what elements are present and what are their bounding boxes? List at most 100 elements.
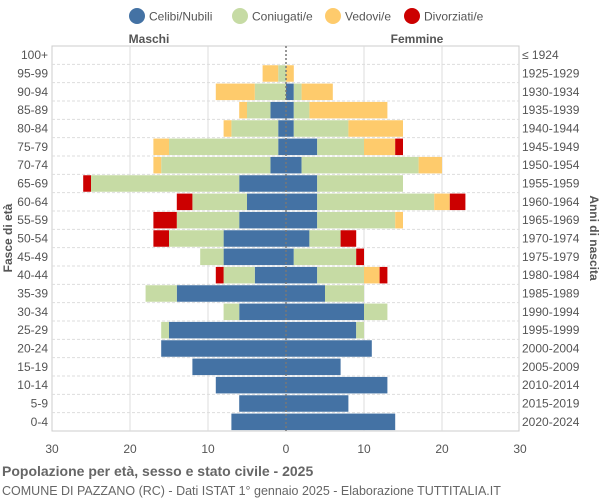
x-tick-label: 30 bbox=[45, 442, 59, 456]
bar-female-celibi-nubili bbox=[286, 340, 372, 357]
bar-female-coniugati-e bbox=[309, 230, 341, 247]
chart-title: Popolazione per età, sesso e stato civil… bbox=[2, 463, 314, 479]
bar-male-coniugati-e bbox=[254, 83, 286, 101]
bar-male-coniugati-e bbox=[278, 65, 286, 82]
bar-male-vedovi-e bbox=[215, 83, 255, 101]
bar-male-coniugati-e bbox=[192, 193, 247, 211]
bar-male-celibi-nubili bbox=[278, 120, 286, 137]
bar-male-vedovi-e bbox=[153, 138, 169, 156]
group-label-males: Maschi bbox=[129, 32, 170, 46]
bar-female-celibi-nubili bbox=[286, 211, 318, 229]
bar-male-celibi-nubili bbox=[278, 138, 286, 156]
bar-female-celibi-nubili bbox=[286, 413, 396, 431]
bar-female-celibi-nubili bbox=[286, 248, 294, 266]
bar-male-celibi-nubili bbox=[239, 395, 286, 412]
bar-male-divorziati-e bbox=[153, 230, 169, 247]
bar-female-celibi-nubili bbox=[286, 83, 294, 101]
bar-male-celibi-nubili bbox=[270, 156, 286, 174]
bar-male-coniugati-e bbox=[169, 138, 279, 156]
bar-male-celibi-nubili bbox=[176, 285, 286, 302]
birth-year-tick-label: 2015-2019 bbox=[522, 397, 580, 411]
birth-year-tick-label: 1945-1949 bbox=[522, 140, 580, 154]
bar-female-vedovi-e bbox=[418, 156, 442, 174]
bar-female-divorziati-e bbox=[449, 193, 466, 211]
bar-female-celibi-nubili bbox=[286, 303, 364, 321]
birth-year-tick-label: 1930-1934 bbox=[522, 85, 580, 99]
age-tick-label: 70-74 bbox=[17, 158, 48, 172]
bar-female-coniugati-e bbox=[325, 285, 364, 302]
legend-marker bbox=[129, 8, 145, 24]
bar-male-celibi-nubili bbox=[223, 248, 286, 266]
bar-female-divorziati-e bbox=[340, 230, 357, 247]
age-tick-label: 40-44 bbox=[17, 268, 48, 282]
bar-male-vedovi-e bbox=[223, 120, 232, 137]
bar-male-vedovi-e bbox=[153, 156, 162, 174]
bar-female-coniugati-e bbox=[301, 156, 419, 174]
bar-male-coniugati-e bbox=[231, 120, 279, 137]
bar-male-coniugati-e bbox=[169, 230, 224, 247]
birth-year-tick-label: 2005-2009 bbox=[522, 360, 580, 374]
legend-label: Coniugati/e bbox=[252, 10, 313, 24]
bar-female-coniugati-e bbox=[293, 101, 310, 119]
bar-male-celibi-nubili bbox=[223, 230, 286, 247]
bar-female-celibi-nubili bbox=[286, 156, 302, 174]
bar-male-celibi-nubili bbox=[192, 358, 286, 376]
birth-year-tick-label: 1975-1979 bbox=[522, 250, 580, 264]
bar-female-celibi-nubili bbox=[286, 120, 294, 137]
bar-female-celibi-nubili bbox=[286, 230, 310, 247]
age-tick-label: 75-79 bbox=[17, 140, 48, 154]
bar-female-celibi-nubili bbox=[286, 285, 325, 302]
bar-female-vedovi-e bbox=[395, 211, 403, 229]
bar-male-coniugati-e bbox=[176, 211, 240, 229]
age-tick-label: 20-24 bbox=[17, 342, 48, 356]
bar-female-celibi-nubili bbox=[286, 321, 357, 339]
birth-year-tick-label: 1960-1964 bbox=[522, 195, 580, 209]
bar-female-vedovi-e bbox=[309, 101, 388, 119]
bar-female-divorziati-e bbox=[356, 248, 364, 266]
x-tick-label: 20 bbox=[123, 442, 137, 456]
birth-year-tick-label: 1935-1939 bbox=[522, 103, 580, 117]
bar-female-celibi-nubili bbox=[286, 395, 349, 412]
bar-male-divorziati-e bbox=[176, 193, 193, 211]
age-tick-label: 60-64 bbox=[17, 195, 48, 209]
age-tick-label: 30-34 bbox=[17, 305, 48, 319]
x-tick-label: 0 bbox=[283, 442, 290, 456]
age-tick-label: 50-54 bbox=[17, 232, 48, 246]
bar-female-coniugati-e bbox=[317, 211, 396, 229]
bar-male-coniugati-e bbox=[223, 303, 240, 321]
bar-female-celibi-nubili bbox=[286, 376, 388, 394]
bar-female-celibi-nubili bbox=[286, 138, 318, 156]
legend-label: Celibi/Nubili bbox=[149, 10, 212, 24]
legend-marker bbox=[404, 8, 420, 24]
y-axis-title-right: Anni di nascita bbox=[587, 195, 600, 281]
bar-female-coniugati-e bbox=[364, 303, 388, 321]
bar-male-celibi-nubili bbox=[254, 266, 286, 284]
bar-female-vedovi-e bbox=[286, 65, 294, 82]
bar-female-coniugati-e bbox=[293, 83, 302, 101]
bar-female-coniugati-e bbox=[317, 193, 435, 211]
age-tick-label: 0-4 bbox=[31, 415, 49, 429]
bar-female-coniugati-e bbox=[317, 175, 403, 192]
bar-female-celibi-nubili bbox=[286, 358, 341, 376]
age-tick-label: 25-29 bbox=[17, 323, 48, 337]
bar-female-vedovi-e bbox=[364, 138, 396, 156]
x-tick-label: 10 bbox=[201, 442, 215, 456]
birth-year-tick-label: 1985-1989 bbox=[522, 287, 580, 301]
bar-male-divorziati-e bbox=[83, 175, 91, 192]
age-tick-label: 15-19 bbox=[17, 360, 48, 374]
bar-male-coniugati-e bbox=[247, 101, 271, 119]
bar-male-coniugati-e bbox=[161, 321, 169, 339]
bar-male-celibi-nubili bbox=[247, 193, 286, 211]
bar-female-celibi-nubili bbox=[286, 101, 294, 119]
bar-female-celibi-nubili bbox=[286, 175, 318, 192]
bar-female-coniugati-e bbox=[317, 138, 364, 156]
chart-subtitle: COMUNE DI PAZZANO (RC) - Dati ISTAT 1° g… bbox=[2, 484, 501, 498]
bar-female-vedovi-e bbox=[434, 193, 450, 211]
bar-male-celibi-nubili bbox=[270, 101, 286, 119]
bar-male-coniugati-e bbox=[145, 285, 177, 302]
bar-male-celibi-nubili bbox=[169, 321, 286, 339]
bar-female-coniugati-e bbox=[293, 120, 349, 137]
bar-male-vedovi-e bbox=[262, 65, 279, 82]
birth-year-tick-label: 1990-1994 bbox=[522, 305, 580, 319]
